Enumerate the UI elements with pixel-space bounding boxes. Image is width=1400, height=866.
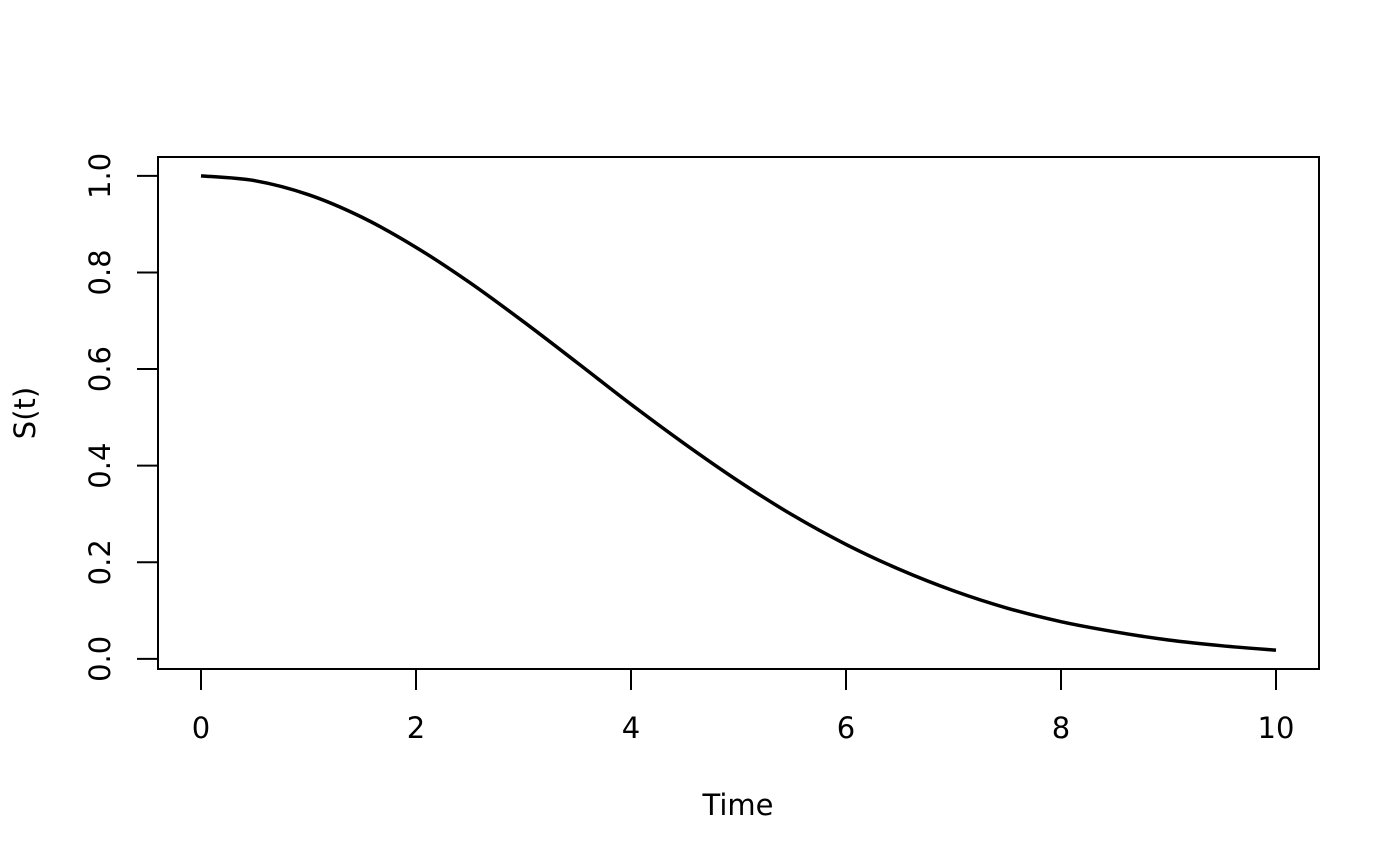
- x-tick-label: 6: [837, 711, 855, 745]
- x-tick-label: 4: [622, 711, 640, 745]
- y-tick-label: 0.8: [83, 249, 117, 295]
- plot-frame: [157, 156, 1320, 670]
- x-tick-label: 10: [1258, 711, 1295, 745]
- y-tick-label: 0.6: [83, 346, 117, 392]
- y-tick-label: 0.0: [83, 636, 117, 682]
- y-axis-label: S(t): [8, 387, 42, 439]
- survival-curve: [200, 174, 1277, 652]
- y-axis: 0.0 0.2 0.4 0.6 0.8 1.0: [83, 153, 159, 682]
- y-tick-label: 1.0: [83, 153, 117, 199]
- x-axis-label: Time: [702, 788, 774, 822]
- y-tick-label: 0.4: [83, 443, 117, 489]
- x-tick-label: 0: [192, 711, 210, 745]
- x-tick-label: 8: [1052, 711, 1070, 745]
- x-tick-label: 2: [407, 711, 425, 745]
- x-axis: 0 2 4 6 8 10: [192, 668, 1295, 745]
- y-tick-label: 0.2: [83, 539, 117, 585]
